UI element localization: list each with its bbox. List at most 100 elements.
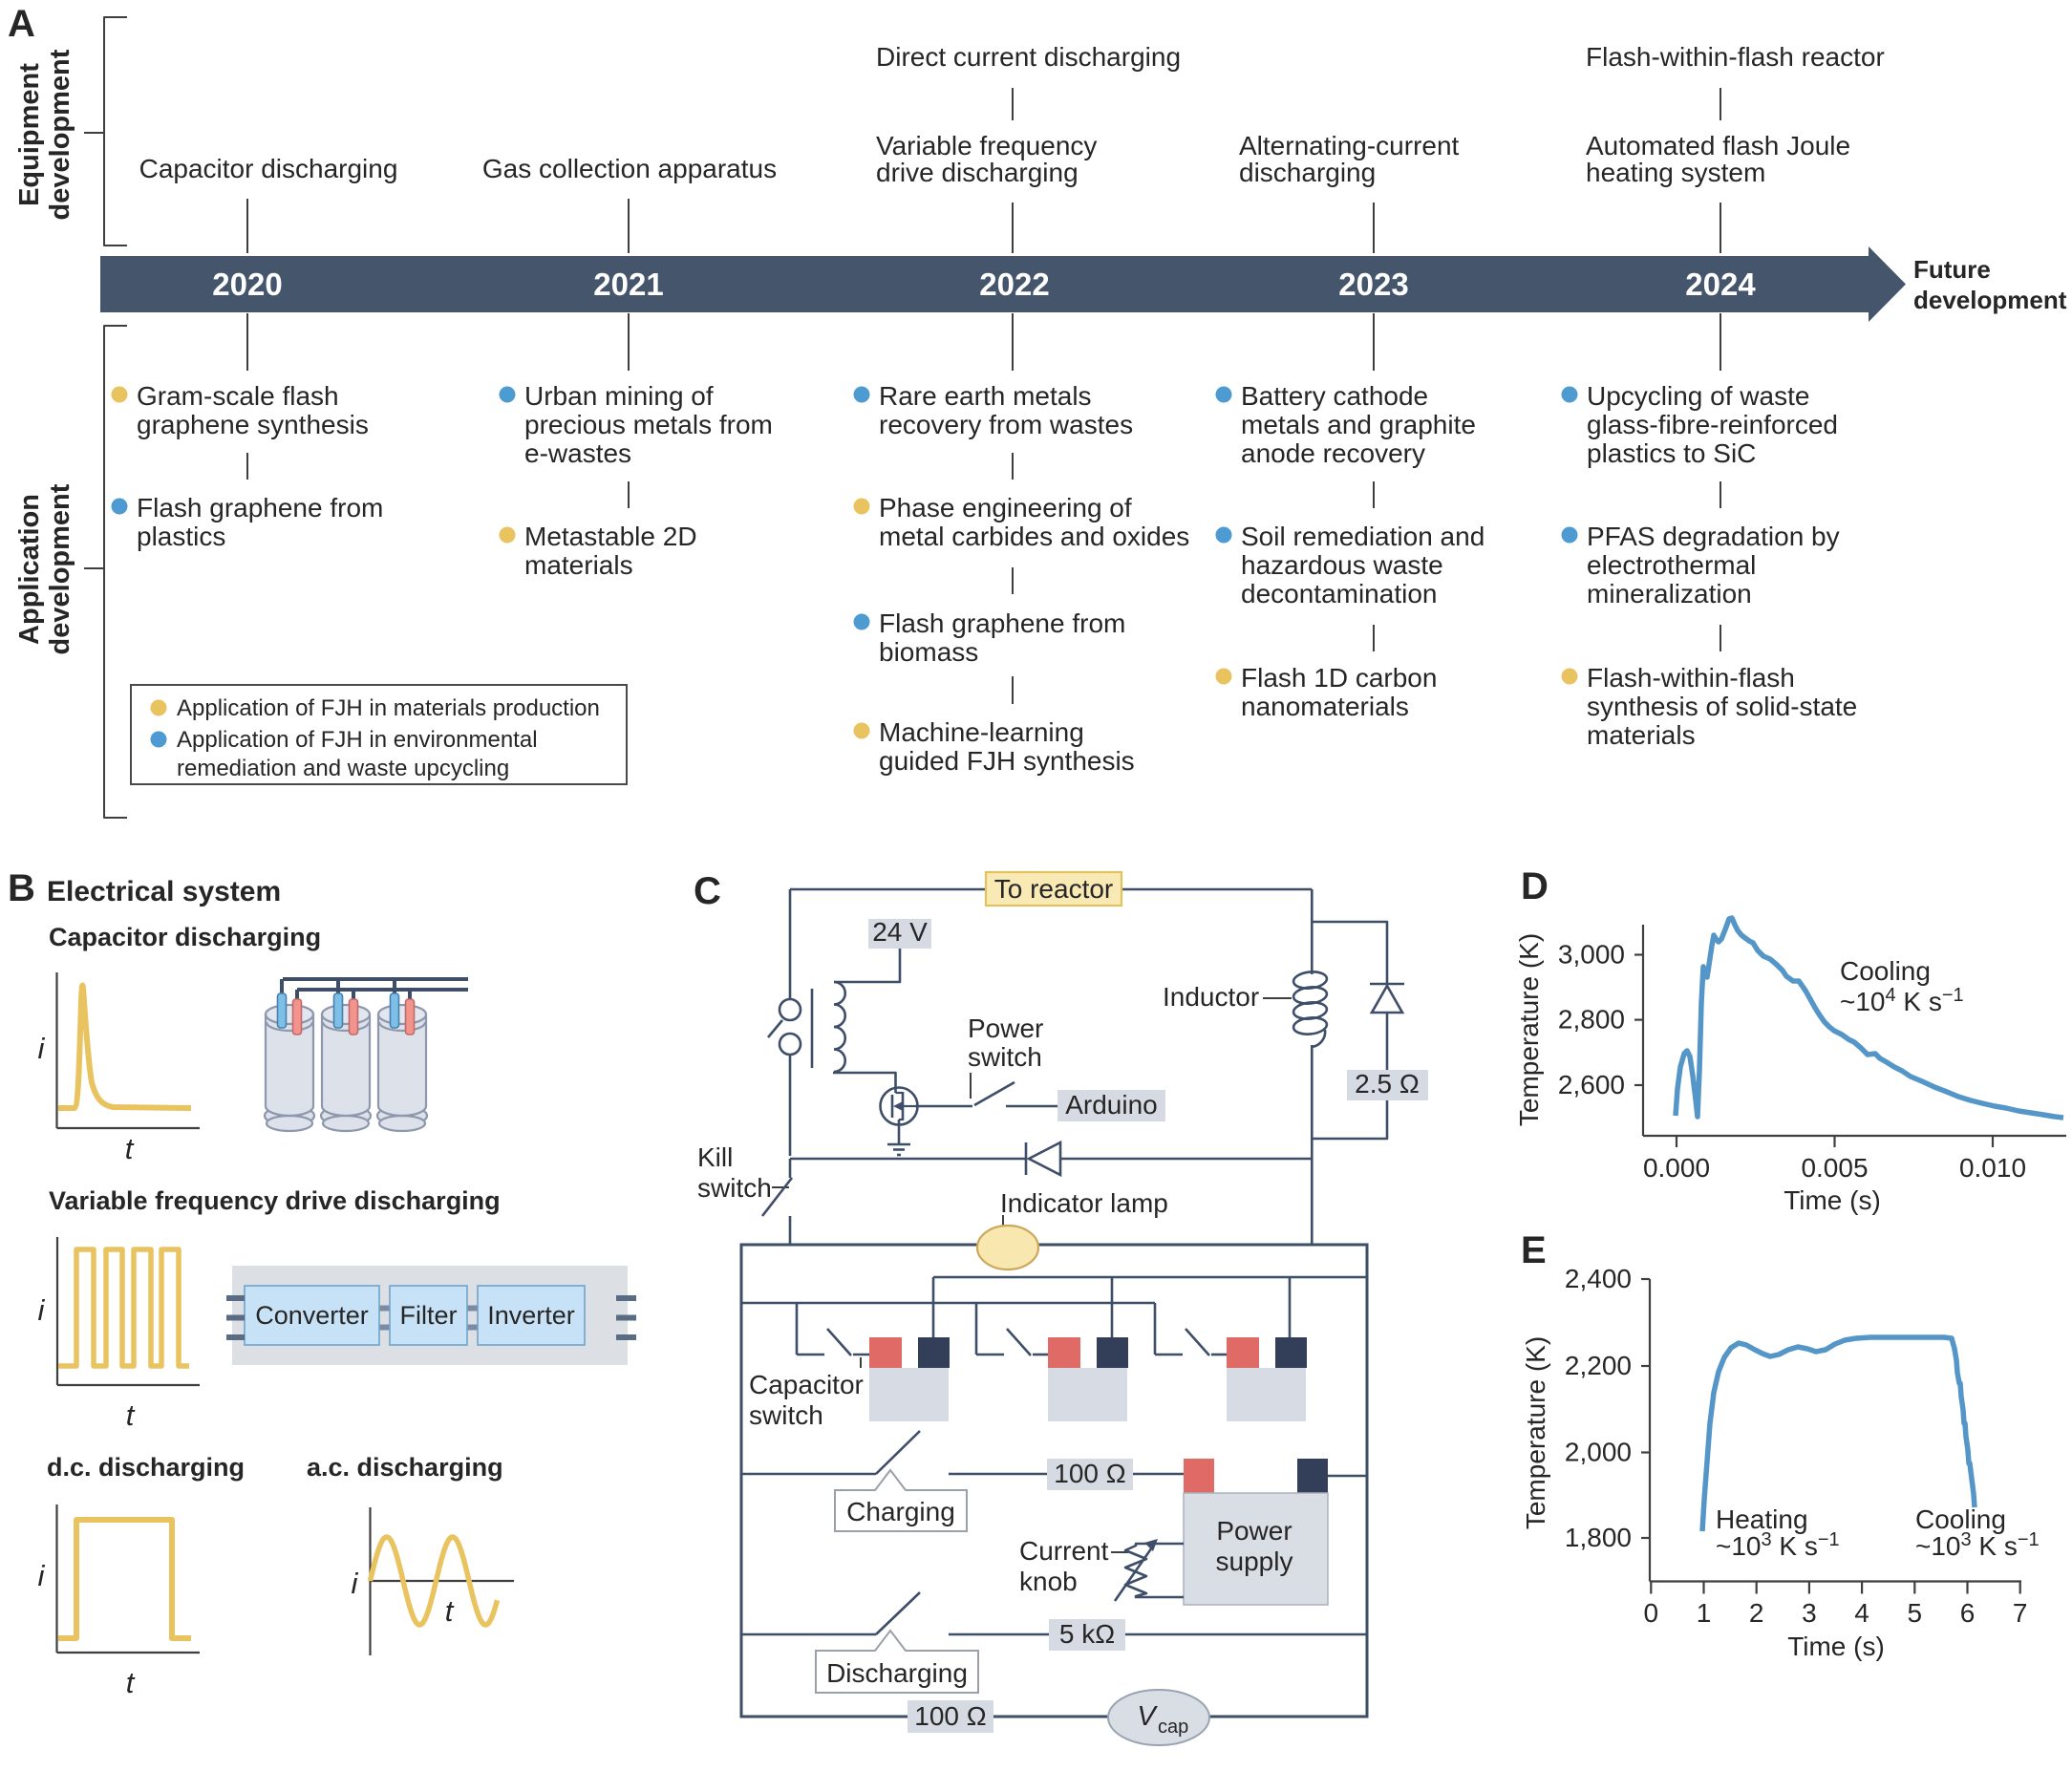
svg-text:Variable frequency: Variable frequency	[876, 131, 1097, 160]
svg-text:0.005: 0.005	[1801, 1153, 1868, 1183]
svg-text:1,800: 1,800	[1565, 1523, 1632, 1552]
svg-text:Future: Future	[1913, 255, 1991, 284]
svg-text:4: 4	[1854, 1598, 1869, 1628]
svg-text:D: D	[1521, 865, 1549, 907]
svg-text:Metastable 2D: Metastable 2D	[524, 522, 697, 551]
svg-text:2,400: 2,400	[1565, 1264, 1632, 1293]
svg-text:Electrical system: Electrical system	[47, 876, 281, 907]
svg-text:e-wastes: e-wastes	[524, 438, 631, 468]
svg-text:Capacitor: Capacitor	[749, 1370, 864, 1399]
svg-text:switch: switch	[697, 1173, 772, 1203]
svg-text:plastics: plastics	[137, 522, 225, 551]
svg-text:3,000: 3,000	[1558, 940, 1625, 970]
svg-text:Current: Current	[1019, 1536, 1109, 1566]
svg-text:drive discharging: drive discharging	[876, 158, 1079, 187]
svg-text:biomass: biomass	[879, 637, 978, 667]
svg-text:Flash graphene from: Flash graphene from	[879, 608, 1125, 638]
svg-text:Kill: Kill	[697, 1142, 733, 1172]
svg-text:guided FJH synthesis: guided FJH synthesis	[879, 746, 1135, 776]
svg-text:6: 6	[1960, 1598, 1976, 1628]
svg-text:switch: switch	[749, 1400, 823, 1430]
svg-text:Application of FJH in environm: Application of FJH in environmental	[177, 727, 538, 753]
svg-text:Upcycling of waste: Upcycling of waste	[1587, 381, 1809, 411]
svg-text:2023: 2023	[1338, 267, 1408, 302]
svg-text:electrothermal: electrothermal	[1587, 550, 1756, 580]
svg-text:Arduino: Arduino	[1065, 1090, 1158, 1120]
svg-text:Inverter: Inverter	[487, 1301, 575, 1330]
svg-text:2022: 2022	[979, 267, 1049, 302]
svg-text:2,800: 2,800	[1558, 1005, 1625, 1035]
svg-text:E: E	[1521, 1229, 1547, 1271]
svg-text:Charging: Charging	[846, 1497, 955, 1526]
svg-text:Cooling: Cooling	[1915, 1504, 2006, 1534]
svg-text:Gas collection apparatus: Gas collection apparatus	[482, 154, 777, 183]
svg-text:Filter: Filter	[400, 1301, 458, 1330]
svg-text:Time (s): Time (s)	[1784, 1185, 1881, 1215]
svg-text:synthesis of solid-state: synthesis of solid-state	[1587, 692, 1857, 721]
svg-text:C: C	[694, 870, 721, 912]
svg-text:i: i	[38, 1293, 46, 1327]
svg-text:2.5 Ω: 2.5 Ω	[1355, 1069, 1420, 1099]
svg-text:precious metals from: precious metals from	[524, 410, 773, 439]
svg-text:Machine-learning: Machine-learning	[879, 717, 1084, 747]
svg-text:decontamination: decontamination	[1241, 579, 1437, 608]
svg-text:Temperature (K): Temperature (K)	[1514, 933, 1544, 1126]
svg-text:development: development	[45, 483, 75, 654]
svg-text:Flash graphene from: Flash graphene from	[137, 493, 383, 523]
svg-text:Direct current discharging: Direct current discharging	[876, 42, 1181, 72]
svg-text:materials: materials	[524, 550, 633, 580]
svg-text:switch: switch	[968, 1042, 1042, 1072]
svg-text:i: i	[38, 1559, 46, 1592]
svg-text:Flash-within-flash: Flash-within-flash	[1587, 663, 1795, 693]
svg-text:Cooling: Cooling	[1840, 956, 1931, 986]
svg-text:t: t	[445, 1594, 455, 1628]
svg-text:2: 2	[1749, 1598, 1764, 1628]
svg-text:Time (s): Time (s)	[1787, 1632, 1885, 1661]
svg-text:1: 1	[1697, 1598, 1712, 1628]
svg-text:0.000: 0.000	[1643, 1153, 1710, 1183]
svg-text:Capacitor discharging: Capacitor discharging	[49, 923, 321, 951]
svg-text:7: 7	[2013, 1598, 2028, 1628]
svg-text:t: t	[126, 1666, 136, 1699]
svg-text:100 Ω: 100 Ω	[914, 1701, 986, 1731]
svg-text:5: 5	[1908, 1598, 1923, 1628]
svg-text:graphene synthesis: graphene synthesis	[137, 410, 369, 439]
svg-text:Variable frequency drive disch: Variable frequency drive discharging	[49, 1186, 501, 1215]
svg-text:anode recovery: anode recovery	[1241, 438, 1425, 468]
svg-text:development: development	[45, 49, 75, 220]
svg-text:2,200: 2,200	[1565, 1351, 1632, 1380]
svg-text:mineralization: mineralization	[1587, 579, 1752, 608]
svg-text:Soil remediation and: Soil remediation and	[1241, 522, 1485, 551]
svg-text:knob: knob	[1019, 1567, 1078, 1596]
svg-text:A: A	[8, 3, 35, 45]
svg-text:100 Ω: 100 Ω	[1054, 1459, 1125, 1488]
svg-text:3: 3	[1802, 1598, 1817, 1628]
svg-text:glass-fibre-reinforced: glass-fibre-reinforced	[1587, 410, 1838, 439]
svg-text:materials: materials	[1587, 720, 1696, 750]
svg-text:Application of FJH in material: Application of FJH in materials producti…	[177, 695, 600, 721]
svg-text:supply: supply	[1216, 1547, 1293, 1576]
svg-text:2020: 2020	[212, 267, 282, 302]
svg-text:t: t	[126, 1398, 136, 1432]
svg-text:Gram-scale flash: Gram-scale flash	[137, 381, 339, 411]
svg-text:Indicator lamp: Indicator lamp	[1000, 1188, 1168, 1218]
svg-text:t: t	[125, 1132, 135, 1165]
svg-text:Discharging: Discharging	[826, 1658, 968, 1688]
svg-text:Equipment: Equipment	[14, 63, 45, 206]
svg-text:B: B	[8, 867, 35, 909]
svg-text:2024: 2024	[1685, 267, 1756, 302]
svg-text:i: i	[38, 1032, 46, 1065]
svg-text:0.010: 0.010	[1959, 1153, 2026, 1183]
svg-text:Power: Power	[1216, 1516, 1292, 1546]
svg-text:Flash-within-flash reactor: Flash-within-flash reactor	[1586, 42, 1885, 72]
svg-text:d.c. discharging: d.c. discharging	[47, 1453, 245, 1482]
svg-text:development: development	[1913, 286, 2067, 314]
svg-text:24 V: 24 V	[872, 917, 928, 947]
svg-text:Converter: Converter	[255, 1301, 369, 1330]
svg-text:a.c. discharging: a.c. discharging	[307, 1453, 503, 1482]
svg-text:PFAS degradation by: PFAS degradation by	[1587, 522, 1840, 551]
svg-text:Flash 1D carbon: Flash 1D carbon	[1241, 663, 1437, 693]
svg-text:0: 0	[1644, 1598, 1659, 1628]
svg-text:i: i	[352, 1567, 359, 1600]
svg-text:plastics to SiC: plastics to SiC	[1587, 438, 1756, 468]
